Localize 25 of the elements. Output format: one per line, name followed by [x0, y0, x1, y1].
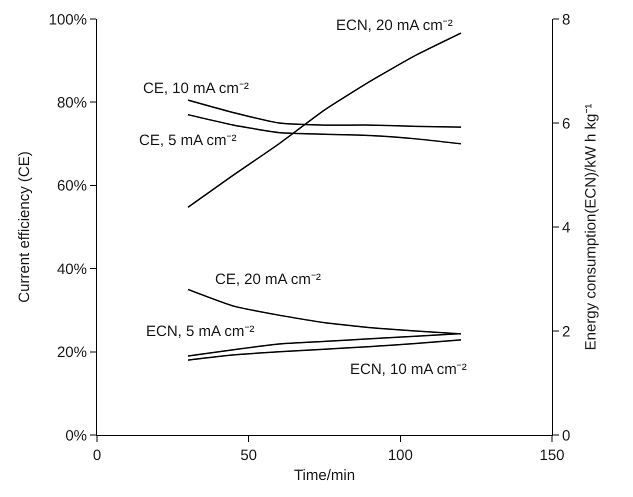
x-tick-label: 100	[388, 447, 413, 464]
y-tick-label: 60%	[56, 178, 87, 195]
line-series	[187, 339, 462, 361]
series-label: CE, 10 mA cm⁻²	[143, 80, 249, 97]
y-tick-label: 0%	[65, 427, 87, 444]
x-tick-label: 50	[240, 447, 258, 464]
y2-tick-label: 0	[562, 427, 570, 444]
series-label: CE, 5 mA cm⁻²	[139, 132, 237, 149]
y-tick-label: 40%	[56, 260, 87, 278]
y2-tick-label: 4	[562, 219, 570, 236]
y-tick-label: 20%	[56, 344, 87, 362]
series-label: ECN, 5 mA cm⁻²	[146, 323, 254, 340]
series-label: ECN, 10 mA cm⁻²	[350, 361, 467, 378]
y-tick-label: 100%	[48, 11, 87, 28]
y2-tick-label: 2	[562, 323, 570, 340]
y2-tick-label: 8	[562, 11, 570, 28]
series-label: ECN, 20 mA cm⁻²	[336, 17, 453, 34]
x-tick-label: 0	[92, 447, 102, 464]
y-tick-label: 80%	[56, 94, 87, 112]
y2-tick-label: 6	[562, 115, 570, 132]
x-axis-title: Time/min	[294, 467, 356, 484]
x-tick-label: 150	[539, 447, 565, 464]
series-label: CE, 20 mA cm⁻²	[215, 271, 321, 288]
y2-axis-title: Energy consumption(ECN)/kW h kg⁻¹	[582, 104, 600, 350]
y-axis-title: Current efficiency (CE)	[16, 151, 33, 303]
